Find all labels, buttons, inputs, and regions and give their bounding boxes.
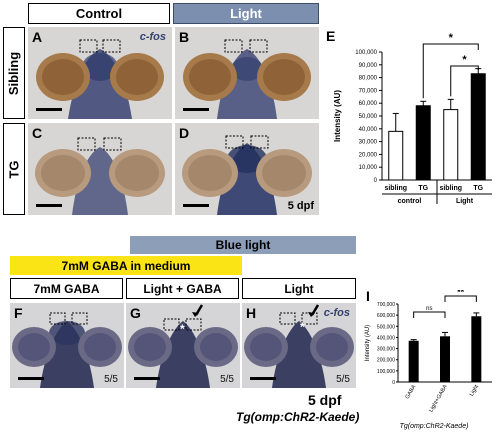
y-tick-label: 90,000 bbox=[359, 63, 378, 69]
header-control: Control bbox=[28, 3, 170, 24]
x-tick-label: Light bbox=[469, 384, 480, 398]
y-tick-label: 60,000 bbox=[359, 101, 378, 107]
cfos-label: c-fos bbox=[323, 307, 350, 319]
y-tick-label: 0 bbox=[392, 380, 395, 386]
scale-bar bbox=[18, 377, 44, 380]
svg-text:*: * bbox=[300, 320, 305, 334]
y-tick-label: 30,000 bbox=[359, 140, 378, 146]
y-tick-label: 500,000 bbox=[377, 324, 395, 330]
significance-marker: * bbox=[462, 54, 467, 66]
x-tick-label: TG bbox=[473, 185, 483, 192]
scale-bar bbox=[250, 377, 276, 380]
panel-f-image: F 5/5 bbox=[10, 303, 124, 388]
significance-marker: ** bbox=[457, 290, 465, 297]
bar bbox=[408, 340, 419, 382]
bar bbox=[415, 105, 431, 181]
y-tick-label: 200,000 bbox=[377, 358, 395, 364]
x-tick-label: TG bbox=[418, 185, 428, 192]
larva-head-image bbox=[28, 123, 172, 215]
panel-g-image: * G 5/5 bbox=[126, 303, 240, 388]
panel-b-image: B bbox=[175, 27, 319, 119]
y-tick-label: 600,000 bbox=[377, 313, 395, 319]
row-label-sibling: Sibling bbox=[3, 27, 25, 119]
panel-a-image: A c-fos bbox=[28, 27, 172, 119]
y-tick-label: 100,000 bbox=[377, 369, 395, 375]
header-gaba-in-medium: 7mM GABA in medium bbox=[10, 256, 242, 275]
chart-e: 0 10,000 20,000 30,000 40,000 50,000 60,000 70,… bbox=[333, 32, 492, 205]
group-label: Light bbox=[456, 198, 474, 205]
sample-fraction: 5/5 bbox=[336, 374, 350, 385]
row-label-tg: TG bbox=[3, 123, 25, 215]
y-axis-label: Intensity (AU) bbox=[365, 325, 371, 361]
header-gaba: 7mM GABA bbox=[10, 278, 123, 299]
cfos-label: c-fos bbox=[139, 31, 166, 43]
genotype-label-small: Tg(omp:ChR2-Kaede) bbox=[400, 423, 469, 430]
sample-fraction: 5/5 bbox=[104, 374, 118, 385]
y-tick-label: 80,000 bbox=[359, 76, 378, 82]
scale-bar bbox=[36, 108, 62, 111]
y-tick-label: 20,000 bbox=[359, 152, 378, 158]
panel-label-b: B bbox=[179, 29, 190, 45]
group-label: control bbox=[398, 198, 422, 205]
larva-head-image bbox=[10, 303, 124, 388]
panel-label-e: E bbox=[326, 28, 336, 44]
y-tick-label: 700,000 bbox=[377, 302, 395, 308]
chart-i: 0 100,000 200,000 300,000 400,000 500,000 600,… bbox=[365, 290, 492, 430]
header-blue-light: Blue light bbox=[130, 236, 356, 254]
y-tick-label: 10,000 bbox=[359, 165, 378, 171]
panel-label-d: D bbox=[179, 125, 190, 141]
genotype-label: Tg(omp:ChR2-Kaede) bbox=[236, 410, 360, 424]
bar bbox=[443, 109, 459, 181]
larva-head-image: * bbox=[242, 303, 356, 388]
x-tick-label: sibling bbox=[439, 185, 462, 192]
significance-bracket bbox=[450, 65, 479, 97]
significance-marker: ns bbox=[426, 306, 432, 312]
significance-bracket bbox=[422, 43, 479, 99]
y-tick-label: 50,000 bbox=[359, 114, 378, 120]
x-tick-label: GABA bbox=[405, 384, 418, 401]
bar bbox=[470, 73, 486, 181]
x-tick-label: sibling bbox=[384, 185, 407, 192]
panel-label-g: G bbox=[130, 305, 141, 321]
significance-bracket bbox=[444, 295, 477, 302]
panel-h-image: * H c-fos 5/5 bbox=[242, 303, 356, 388]
scale-bar bbox=[183, 204, 209, 207]
panel-c-image: C bbox=[28, 123, 172, 215]
panel-label-h: H bbox=[246, 305, 257, 321]
y-tick-label: 70,000 bbox=[359, 88, 378, 94]
y-tick-label: 100,000 bbox=[355, 50, 377, 56]
scale-bar bbox=[36, 204, 62, 207]
scale-bar bbox=[183, 108, 209, 111]
significance-marker: * bbox=[449, 32, 454, 44]
panel-label-f: F bbox=[14, 305, 23, 321]
x-tick-label: Light+GABA bbox=[428, 384, 449, 414]
header-light: Light bbox=[173, 3, 319, 24]
y-tick-label: 400,000 bbox=[377, 335, 395, 341]
larva-head-image bbox=[175, 123, 319, 215]
bar bbox=[440, 336, 450, 382]
panel-label-c: C bbox=[32, 125, 43, 141]
header-light-gaba: Light + GABA bbox=[126, 278, 239, 299]
y-axis-label: Intensity (AU) bbox=[333, 90, 342, 142]
significance-bracket bbox=[413, 311, 446, 318]
y-tick-label: 300,000 bbox=[377, 347, 395, 353]
panel-label-a: A bbox=[32, 29, 43, 45]
sample-fraction: 5/5 bbox=[220, 374, 234, 385]
larva-head-image bbox=[175, 27, 319, 119]
svg-text:*: * bbox=[180, 322, 185, 336]
stage-label-bottom: 5 dpf bbox=[308, 392, 342, 408]
stage-label: 5 dpf bbox=[287, 200, 314, 212]
larva-head-image bbox=[28, 27, 172, 119]
panel-label-i: I bbox=[366, 288, 370, 304]
bar bbox=[388, 130, 404, 181]
scale-bar bbox=[134, 377, 160, 380]
larva-head-image: * bbox=[126, 303, 240, 388]
bar bbox=[471, 316, 482, 382]
panel-d-image: D 5 dpf bbox=[175, 123, 319, 215]
y-tick-label: 40,000 bbox=[359, 127, 378, 133]
y-tick-label: 0 bbox=[374, 178, 378, 184]
header-light-bottom: Light bbox=[242, 278, 356, 299]
